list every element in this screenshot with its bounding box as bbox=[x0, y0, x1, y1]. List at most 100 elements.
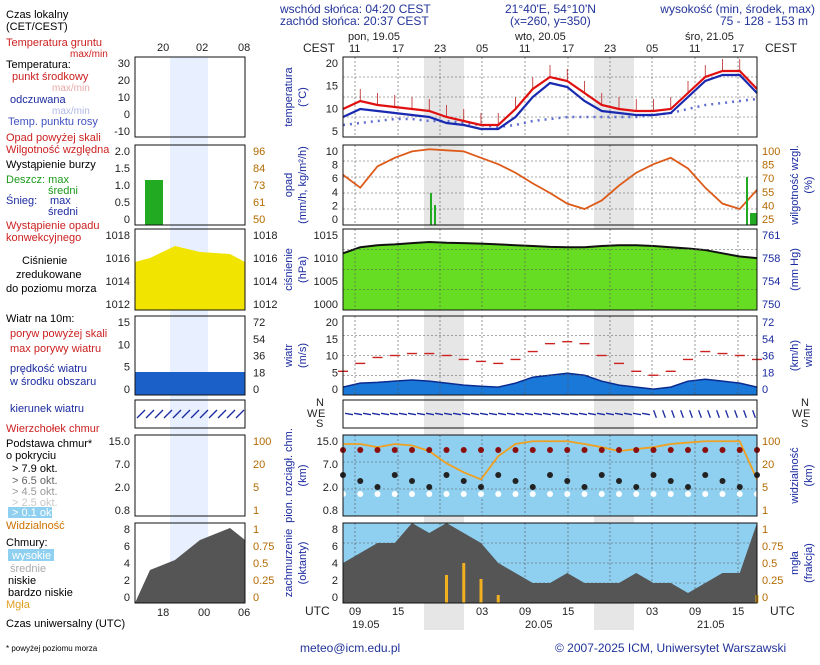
day-label-2: wto, 20.05 bbox=[514, 31, 566, 43]
legend-hour-00: 00 bbox=[198, 607, 210, 619]
panel-frame-dir bbox=[342, 399, 758, 429]
coords-text: 21°40'E, 54°10'N bbox=[505, 2, 596, 16]
wind-arrow bbox=[605, 412, 615, 416]
legend-night-band bbox=[170, 57, 208, 603]
wind-arrow bbox=[434, 412, 444, 416]
fog-bar bbox=[462, 563, 466, 603]
legend-storm: Wystąpienie burzy bbox=[6, 159, 96, 171]
legend-feels-maxmin: max/min bbox=[52, 106, 90, 117]
precip-rtick-5: 25 bbox=[762, 214, 774, 226]
precip-ytick-2: 6 bbox=[332, 173, 338, 185]
elevation-values: 75 - 128 - 153 m bbox=[720, 14, 808, 28]
wind-rlabel: (km/h) bbox=[789, 340, 801, 371]
precip-rlabel: wilgotność wzgl. bbox=[789, 145, 801, 225]
wind-arrow bbox=[506, 412, 516, 416]
legend-arrow bbox=[199, 409, 209, 419]
clouds-ytick-1: 6 bbox=[332, 541, 338, 553]
clouds-ytick-0: 8 bbox=[332, 524, 338, 536]
cloud-base-dot bbox=[374, 484, 381, 490]
cloudbase-label: pion. rozciągł. chm. bbox=[283, 428, 295, 523]
legend-pressure-ytick-0: 1018 bbox=[106, 230, 130, 242]
clouds-unit: (oktanty) bbox=[297, 542, 309, 585]
bottom-hour-8: 09 bbox=[689, 606, 701, 618]
legend-pressure-ytick-2: 1014 bbox=[106, 276, 130, 288]
dir-n-right: N bbox=[801, 397, 809, 409]
wind-rtick-1: 54 bbox=[762, 334, 774, 346]
legend-temp-mid: punkt środkowy bbox=[12, 71, 89, 83]
top-hour-6: 23 bbox=[604, 43, 616, 55]
legend-temp-ytick-3: 0 bbox=[124, 109, 130, 121]
legend-cloudbase-rtick-1: 20 bbox=[253, 459, 265, 471]
legend-temp-title: Temperatura: bbox=[6, 59, 71, 71]
legend-clouds-rtick-2: 0.5 bbox=[253, 558, 268, 570]
wind-arrow bbox=[560, 412, 570, 416]
cloud-top-dot bbox=[478, 447, 484, 453]
cloudbase-rtick-3: 1 bbox=[762, 505, 768, 517]
panel-frame-clouds bbox=[342, 522, 758, 604]
cloud-base-low-dot bbox=[529, 491, 536, 497]
bottom-hour-7: 03 bbox=[646, 606, 658, 618]
wind-arrow bbox=[623, 412, 633, 416]
cloud-base-low-dot bbox=[547, 491, 553, 497]
legend-precip-ytick-2: 1.0 bbox=[115, 180, 130, 192]
legend-okt-25: > 2.5 okt. bbox=[12, 497, 58, 509]
clouds-rtick-2: 0.5 bbox=[762, 558, 777, 570]
legend-gust-max: max porywy wiatru bbox=[10, 343, 101, 355]
legend-visibility: Widzialność bbox=[6, 520, 65, 532]
legend-panel-clouds: 8 6 4 2 0 1 0.75 0.5 0.25 0 bbox=[124, 522, 274, 604]
footer-email[interactable]: meteo@icm.edu.pl bbox=[300, 641, 400, 655]
legend-okt-79: > 7.9 okt. bbox=[12, 463, 58, 475]
legend-precip-rtick-1: 84 bbox=[253, 163, 265, 175]
legend: Czas lokalny (CET/CEST) 20 02 08 Tempera… bbox=[6, 9, 277, 653]
panel-temp: 20 15 10 5 temperatura (°C) bbox=[283, 56, 758, 138]
cloud-base-low-dot bbox=[736, 491, 743, 497]
cloud-base-dot bbox=[460, 478, 467, 484]
cloud-base-dot bbox=[719, 478, 726, 484]
legend-wind-speed: prędkość wiatru bbox=[10, 363, 87, 375]
cloud-base-low-dot bbox=[357, 491, 364, 497]
clouds-ytick-2: 4 bbox=[332, 558, 338, 570]
cloud-base-low-dot bbox=[667, 491, 674, 497]
cloud-top-dot bbox=[685, 447, 691, 453]
cloud-top-dot bbox=[719, 447, 726, 453]
pressure-area bbox=[343, 241, 757, 310]
precip-runit: (%) bbox=[803, 176, 815, 193]
top-hour-3: 05 bbox=[476, 43, 488, 55]
legend-precip-ytick-3: 0.5 bbox=[115, 197, 130, 209]
cloudbase-ytick-3: 0.8 bbox=[323, 505, 338, 517]
legend-clouds-rtick-1: 0.75 bbox=[253, 541, 274, 553]
wind-arrow bbox=[461, 412, 471, 416]
cloudbase-rtick-2: 5 bbox=[762, 482, 768, 494]
wind-arrow bbox=[425, 412, 435, 416]
legend-clouds-ytick-3: 2 bbox=[124, 575, 130, 587]
legend-cloud-top: Wierzchołek chmur bbox=[6, 423, 100, 435]
legend-temp-maxmin: max/min bbox=[52, 83, 90, 94]
legend-pressure-rtick-2: 1014 bbox=[253, 276, 277, 288]
legend-local-time: Czas lokalny bbox=[6, 9, 69, 21]
wind-arrow bbox=[725, 410, 729, 418]
precip-rtick-3: 55 bbox=[762, 187, 774, 199]
wind-ytick-0: 20 bbox=[326, 317, 338, 329]
cloudbase-runit: (km) bbox=[803, 465, 815, 487]
precip-ytick-0: 10 bbox=[326, 146, 338, 158]
wind-rtick-0: 72 bbox=[762, 317, 774, 329]
panel-frame-wind bbox=[342, 315, 758, 396]
dir-w-right: W bbox=[792, 408, 803, 420]
wind-arrow bbox=[497, 412, 507, 416]
legend-wind-rtick-2: 36 bbox=[253, 351, 265, 363]
day-label-3: śro, 21.05 bbox=[685, 31, 734, 43]
legend-wind-speed-2: w środku obszaru bbox=[9, 376, 96, 388]
wind-arrow bbox=[671, 410, 675, 418]
legend-precip-bar bbox=[145, 180, 163, 225]
sunrise-text: wschód słońca: 04:20 CEST bbox=[279, 2, 431, 16]
precip-rtick-2: 70 bbox=[762, 173, 774, 185]
legend-panel-temp: 30 20 10 0 -10 bbox=[114, 56, 246, 138]
panel-frame-temp bbox=[342, 56, 758, 138]
legend-frame-precip bbox=[134, 144, 246, 226]
cloud-base-dot bbox=[702, 472, 709, 478]
legend-okt-45: > 4.5 okt. bbox=[12, 486, 58, 498]
pressure-rlabel: (mm Hg) bbox=[789, 248, 801, 291]
dir-w-left: W bbox=[307, 408, 318, 420]
wind-arrow bbox=[752, 410, 756, 418]
cloud-top-dot bbox=[357, 447, 364, 453]
